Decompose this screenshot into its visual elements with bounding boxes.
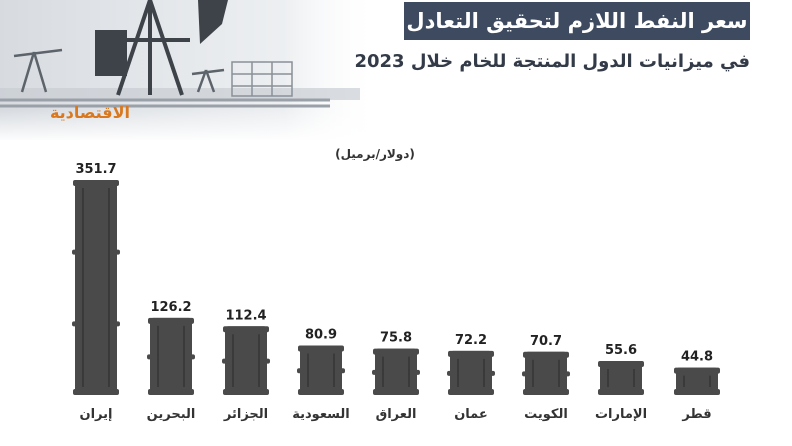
chart-subtitle: في ميزانيات الدول المنتجة للخام خلال 202… [354,51,750,72]
category-label: الجزائر [223,407,268,422]
category-label: إيران [80,407,113,422]
category-label: السعودية [292,407,350,422]
barrel-bar [147,317,195,395]
category-label: العراق [376,407,417,422]
category-label: الكويت [524,407,568,422]
value-label: 70.7 [530,334,562,349]
category-label: الإمارات [595,407,647,422]
barrel-bar [372,348,420,395]
chart-title: سعر النفط اللازم لتحقيق التعادل [404,2,750,40]
value-label: 351.7 [75,162,116,177]
value-label: 55.6 [605,343,637,358]
barrel-bar [222,326,270,395]
oilfield-illustration [0,0,380,142]
barrel-bar [598,361,644,395]
value-label: 112.4 [225,308,266,323]
barrel-bar [72,180,120,395]
brand-logo: الاقتصادية [49,103,131,122]
category-label: البحرين [147,407,196,422]
value-label: 80.9 [305,328,337,343]
barrel-bar [447,350,495,395]
barrel-bar [522,351,570,395]
category-label: قطر [681,407,711,422]
barrel-bar [297,345,345,395]
unit-label: (دولار/برميل) [335,147,415,161]
value-label: 75.8 [380,331,412,346]
barrel-bar [674,367,720,395]
value-label: 72.2 [455,333,487,348]
category-label: عمان [454,407,488,422]
value-label: 126.2 [150,300,191,315]
value-label: 44.8 [681,350,713,365]
